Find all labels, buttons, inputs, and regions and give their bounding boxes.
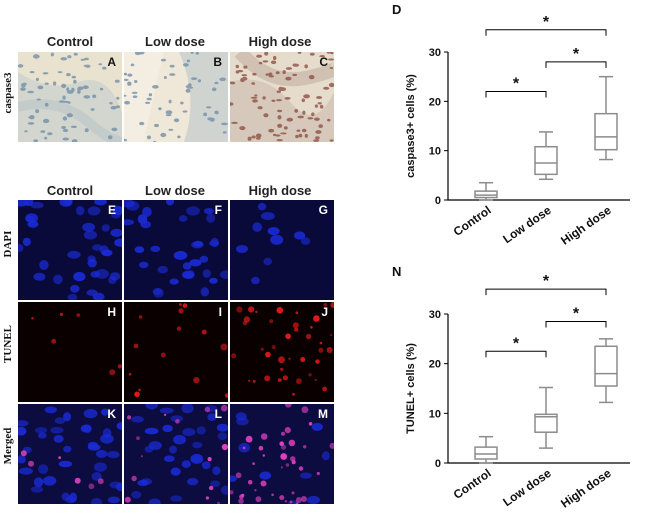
box-2 <box>534 131 558 181</box>
box-3 <box>594 75 618 161</box>
fluor-panel-j: J <box>230 302 334 402</box>
fluor-panel-k: K <box>18 404 122 504</box>
significance-bracket <box>545 61 607 68</box>
y-tick-label: 0 <box>435 195 441 207</box>
panel-letter-i: I <box>218 305 222 319</box>
panel-letter-b: B <box>213 55 222 69</box>
box-1 <box>474 435 498 464</box>
chart-panel-letter: N <box>392 264 401 279</box>
fluor-panel-g: G <box>230 200 334 300</box>
box-plot-d: D 0 10 20 30 caspase3+ cells (%) Control Low do… <box>392 2 630 248</box>
fluor-image-k <box>18 404 122 504</box>
y-tick-label: 0 <box>435 458 441 470</box>
fluor-row-label-merged: Merged <box>2 427 14 465</box>
panel-letter-j: J <box>321 305 328 319</box>
ihc-tissue-image-c <box>230 52 334 142</box>
significance-star: * <box>573 305 580 322</box>
fluor-image-e <box>18 200 122 300</box>
x-tick-label: Low dose <box>500 203 554 246</box>
significance-bracket <box>485 288 607 296</box>
ihc-tissue-image-b <box>124 52 228 142</box>
fluor-header-control: Control <box>46 183 94 198</box>
x-tick-label: Low dose <box>500 466 554 509</box>
fluor-image-m <box>230 404 334 504</box>
y-tick-label: 30 <box>429 309 441 321</box>
ihc-row-label: caspase3 <box>2 72 14 114</box>
significance-star: * <box>513 335 520 352</box>
fluor-image-f <box>124 200 228 300</box>
fluor-image-i <box>124 302 228 402</box>
y-axis-label: TUNEL+ cells (%) <box>405 343 417 434</box>
y-tick-label: 10 <box>429 146 441 158</box>
ihc-header-control: Control <box>46 34 94 49</box>
fluor-image-g <box>230 200 334 300</box>
significance-star: * <box>573 46 580 63</box>
fluor-panel-i: I <box>124 302 228 402</box>
box-iqr <box>534 145 558 176</box>
axes <box>447 314 630 464</box>
x-tick-label: High dose <box>558 203 614 248</box>
ihc-header-low-dose: Low dose <box>145 34 205 49</box>
box-iqr <box>474 446 498 460</box>
fluor-panel-e: E <box>18 200 122 300</box>
panel-letter-g: G <box>318 203 328 217</box>
significance-star: * <box>543 14 550 31</box>
y-tick-label: 10 <box>429 408 441 420</box>
box-iqr <box>534 413 558 433</box>
significance-bracket <box>485 350 547 358</box>
ihc-tissue-image-a <box>18 52 122 142</box>
box-1 <box>474 181 498 201</box>
panel-letter-m: M <box>318 407 328 421</box>
fluor-panel-l: L <box>124 404 228 504</box>
panel-letter-k: K <box>107 407 116 421</box>
fluor-row-label-tunel: TUNEL <box>2 325 14 363</box>
fluor-panel-m: M <box>230 404 334 504</box>
significance-bracket <box>545 320 607 328</box>
y-tick-label: 20 <box>429 359 441 371</box>
panel-letter-h: H <box>107 305 116 319</box>
panel-letter-a: A <box>107 55 116 69</box>
fluor-panel-h: H <box>18 302 122 402</box>
box-2 <box>534 386 558 449</box>
box-iqr <box>594 345 618 387</box>
significance-star: * <box>513 75 520 92</box>
significance-star: * <box>543 273 550 290</box>
y-axis-label: caspase3+ cells (%) <box>405 74 417 178</box>
significance-bracket <box>485 90 547 98</box>
fluor-image-j <box>230 302 334 402</box>
y-tick-label: 30 <box>429 47 441 59</box>
x-tick-label: Control <box>451 203 494 239</box>
box-iqr <box>594 112 618 151</box>
x-tick-label: High dose <box>558 466 614 511</box>
fluor-image-l <box>124 404 228 504</box>
panel-letter-f: F <box>214 203 222 217</box>
y-tick-label: 20 <box>429 96 441 108</box>
panel-letter-e: E <box>107 203 116 217</box>
fluor-panel-f: F <box>124 200 228 300</box>
box-plot-n: N 0 10 20 30 TUNEL+ cells (%) Control Low dose H… <box>392 264 630 511</box>
ihc-panel-c: C <box>230 52 334 142</box>
panel-letter-l: L <box>214 407 222 421</box>
significance-bracket <box>485 29 607 36</box>
ihc-panel-a: A <box>18 52 122 142</box>
panel-letter-c: C <box>319 55 328 69</box>
fluor-image-h <box>18 302 122 402</box>
chart-panel-letter: D <box>392 2 401 17</box>
ihc-header-high-dose: High dose <box>248 34 312 49</box>
x-tick-label: Control <box>451 466 494 502</box>
box-3 <box>594 338 618 404</box>
fluor-header-high-dose: High dose <box>248 183 312 198</box>
fluor-header-low-dose: Low dose <box>145 183 205 198</box>
ihc-panel-b: B <box>124 52 228 142</box>
fluor-row-label-dapi: DAPI <box>2 230 14 258</box>
